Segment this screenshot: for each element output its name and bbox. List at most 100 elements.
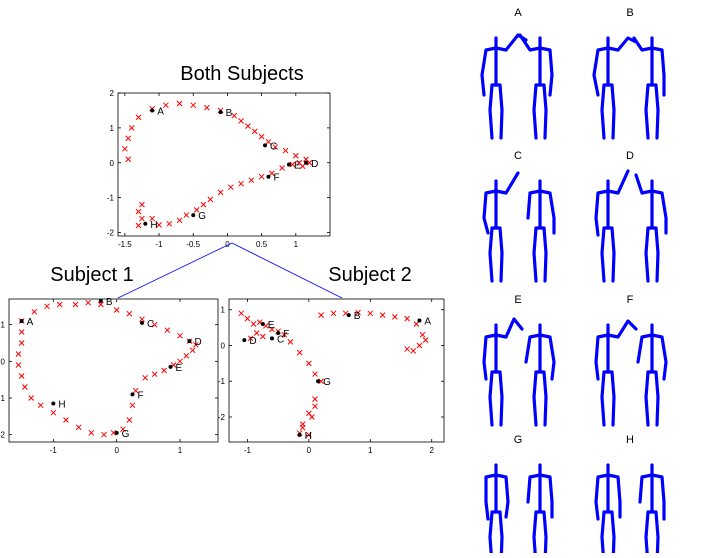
x-tick-label: -1 xyxy=(155,240,163,249)
trajectory-point xyxy=(151,371,158,378)
trajectory-point xyxy=(253,330,260,336)
stick-figure xyxy=(592,36,638,140)
trajectory-point xyxy=(200,201,207,208)
trajectory-point xyxy=(227,184,234,191)
trajectory-point xyxy=(126,417,133,423)
keyframe-point xyxy=(191,213,196,218)
y-tick-label: -1 xyxy=(0,394,6,403)
stick-figure xyxy=(524,323,556,427)
trajectory-point xyxy=(207,196,214,203)
trajectory-point xyxy=(161,367,168,374)
trajectory-point xyxy=(75,424,82,431)
keyframe-point xyxy=(270,336,274,341)
plot-area xyxy=(228,298,445,443)
stick-figure xyxy=(482,171,520,283)
trajectory-point xyxy=(56,301,63,308)
trajectory-point xyxy=(18,329,25,335)
trajectory-point xyxy=(125,156,132,163)
plot-area xyxy=(8,298,219,443)
trajectory-point xyxy=(269,326,275,333)
pose-figure: G xyxy=(484,434,554,558)
trajectory-point xyxy=(379,312,386,318)
keyframe-label: A xyxy=(424,316,431,327)
pose-figure: E xyxy=(482,294,556,427)
trajectory-point xyxy=(129,402,136,409)
trajectory-point xyxy=(258,173,265,180)
trajectory-point xyxy=(177,332,183,339)
trajectory-point xyxy=(299,424,306,431)
stick-figure xyxy=(634,173,668,283)
trajectory-point xyxy=(251,128,258,135)
pose-figure: D xyxy=(594,150,668,283)
y-tick-label: -1 xyxy=(107,194,115,203)
trajectory-point xyxy=(404,315,410,322)
keyframe-point xyxy=(417,318,422,323)
keyframe-label: G xyxy=(122,429,130,440)
trajectory-point xyxy=(292,152,299,159)
trajectory-point xyxy=(183,212,190,218)
chart-both-subjects: Both Subjects -1.5 -1 -0.5 0 0.5 1 2 1 0 -1 -2 A B C D… xyxy=(107,63,331,249)
x-tick-label: -0.5 xyxy=(186,240,200,249)
trajectory-point xyxy=(50,409,57,416)
keyframe-point xyxy=(140,320,144,325)
keyframe-point xyxy=(143,221,148,226)
keyframe-label: E xyxy=(176,363,183,374)
trajectory-point xyxy=(330,310,337,317)
stick-figure xyxy=(480,33,528,140)
keyframe-label: E xyxy=(268,320,275,331)
trajectory-point xyxy=(31,308,38,315)
y-tick-label: 1 xyxy=(1,321,6,330)
keyframe-label: B xyxy=(354,311,361,322)
y-tick-label: 0 xyxy=(110,159,115,168)
trajectory-point xyxy=(120,426,126,433)
stick-figure xyxy=(594,463,622,558)
x-tick-label: 0.5 xyxy=(256,240,268,249)
trajectory-point xyxy=(135,114,142,121)
trajectory-point xyxy=(318,378,324,385)
trajectory-point xyxy=(135,208,142,215)
trajectory-point xyxy=(85,299,92,306)
chart-subject-2: Subject 2 -1 0 1 2 1 0 -1 -2 A B C D EF G H xyxy=(218,264,445,455)
y-tick-label: 0 xyxy=(221,341,226,350)
trajectory-point xyxy=(245,123,251,129)
x-tick-label: -1 xyxy=(50,446,58,455)
keyframe-point xyxy=(297,432,302,437)
trajectory-point xyxy=(422,337,429,343)
trajectory-point xyxy=(312,403,318,410)
trajectory-point xyxy=(110,429,117,436)
x-tick-label: 0 xyxy=(307,446,312,455)
pose-figure: H xyxy=(594,434,666,558)
trajectory-point xyxy=(139,201,145,208)
trajectory-point xyxy=(238,180,244,187)
trajectory-point xyxy=(355,309,361,316)
trajectory-point xyxy=(238,310,245,317)
trajectory-point xyxy=(125,135,132,142)
keyframe-label: D xyxy=(249,336,256,347)
trajectory-point xyxy=(309,414,315,420)
keyframe-label: D xyxy=(311,159,318,170)
trajectory-point xyxy=(44,303,50,310)
trajectory-point xyxy=(151,321,158,328)
trajectory-point xyxy=(247,335,254,342)
trajectory-point xyxy=(217,189,224,196)
trajectory-point xyxy=(128,125,135,131)
keyframe-label: H xyxy=(150,220,157,231)
trajectory-point xyxy=(287,339,294,345)
trajectory-point xyxy=(244,315,251,322)
trajectory-point xyxy=(289,161,296,168)
pose-label: B xyxy=(626,7,633,19)
keyframe-point xyxy=(168,364,173,369)
keyframe-label: A xyxy=(27,317,34,328)
keyframe-point xyxy=(263,143,268,148)
keyframe-label: F xyxy=(138,390,144,401)
keyframe-label: C xyxy=(147,319,154,330)
pose-label: G xyxy=(514,434,523,446)
stick-figure xyxy=(638,463,666,558)
keyframe-label: F xyxy=(273,173,279,184)
trajectory-point xyxy=(306,431,312,438)
trajectory-point xyxy=(135,222,142,229)
x-tick-label: 1 xyxy=(368,446,373,455)
pose-label: F xyxy=(627,294,634,306)
pose-figure: C xyxy=(482,150,556,283)
trajectory-point xyxy=(413,321,420,327)
